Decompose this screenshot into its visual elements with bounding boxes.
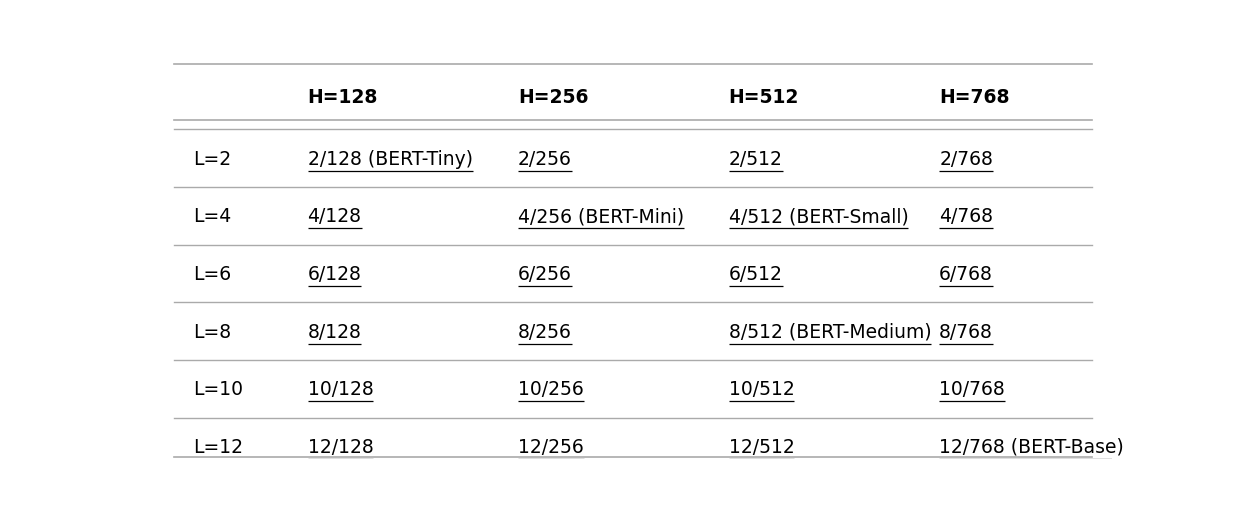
Text: L=8: L=8 xyxy=(193,322,231,342)
Text: 4/768: 4/768 xyxy=(939,207,993,227)
Text: 10/512: 10/512 xyxy=(729,380,794,399)
Text: 6/256: 6/256 xyxy=(519,265,572,284)
Text: L=6: L=6 xyxy=(193,265,231,284)
Text: H=768: H=768 xyxy=(939,88,1010,107)
Text: L=10: L=10 xyxy=(193,380,242,399)
Text: 4/128: 4/128 xyxy=(308,207,362,227)
Text: 10/128: 10/128 xyxy=(308,380,373,399)
Text: 2/128 (BERT-Tiny): 2/128 (BERT-Tiny) xyxy=(308,150,473,169)
Text: H=128: H=128 xyxy=(308,88,378,107)
Text: 8/256: 8/256 xyxy=(519,322,572,342)
Text: 4/512 (BERT-Small): 4/512 (BERT-Small) xyxy=(729,207,909,227)
Text: 6/768: 6/768 xyxy=(939,265,993,284)
Text: 4/256 (BERT-Mini): 4/256 (BERT-Mini) xyxy=(519,207,684,227)
Text: 10/768: 10/768 xyxy=(939,380,1005,399)
Text: 2/512: 2/512 xyxy=(729,150,783,169)
Text: 8/512 (BERT-Medium): 8/512 (BERT-Medium) xyxy=(729,322,931,342)
Text: H=256: H=256 xyxy=(519,88,589,107)
Text: 2/768: 2/768 xyxy=(939,150,993,169)
Text: 10/256: 10/256 xyxy=(519,380,584,399)
Text: 12/128: 12/128 xyxy=(308,438,373,457)
Text: 12/256: 12/256 xyxy=(519,438,584,457)
Text: 12/512: 12/512 xyxy=(729,438,794,457)
Text: 8/768: 8/768 xyxy=(939,322,993,342)
Text: L=12: L=12 xyxy=(193,438,242,457)
Text: 2/256: 2/256 xyxy=(519,150,572,169)
Text: H=512: H=512 xyxy=(729,88,799,107)
Text: 8/128: 8/128 xyxy=(308,322,362,342)
Text: 6/512: 6/512 xyxy=(729,265,783,284)
Text: 6/128: 6/128 xyxy=(308,265,362,284)
Text: 12/768 (BERT-Base): 12/768 (BERT-Base) xyxy=(939,438,1124,457)
Text: L=2: L=2 xyxy=(193,150,231,169)
Text: L=4: L=4 xyxy=(193,207,231,227)
